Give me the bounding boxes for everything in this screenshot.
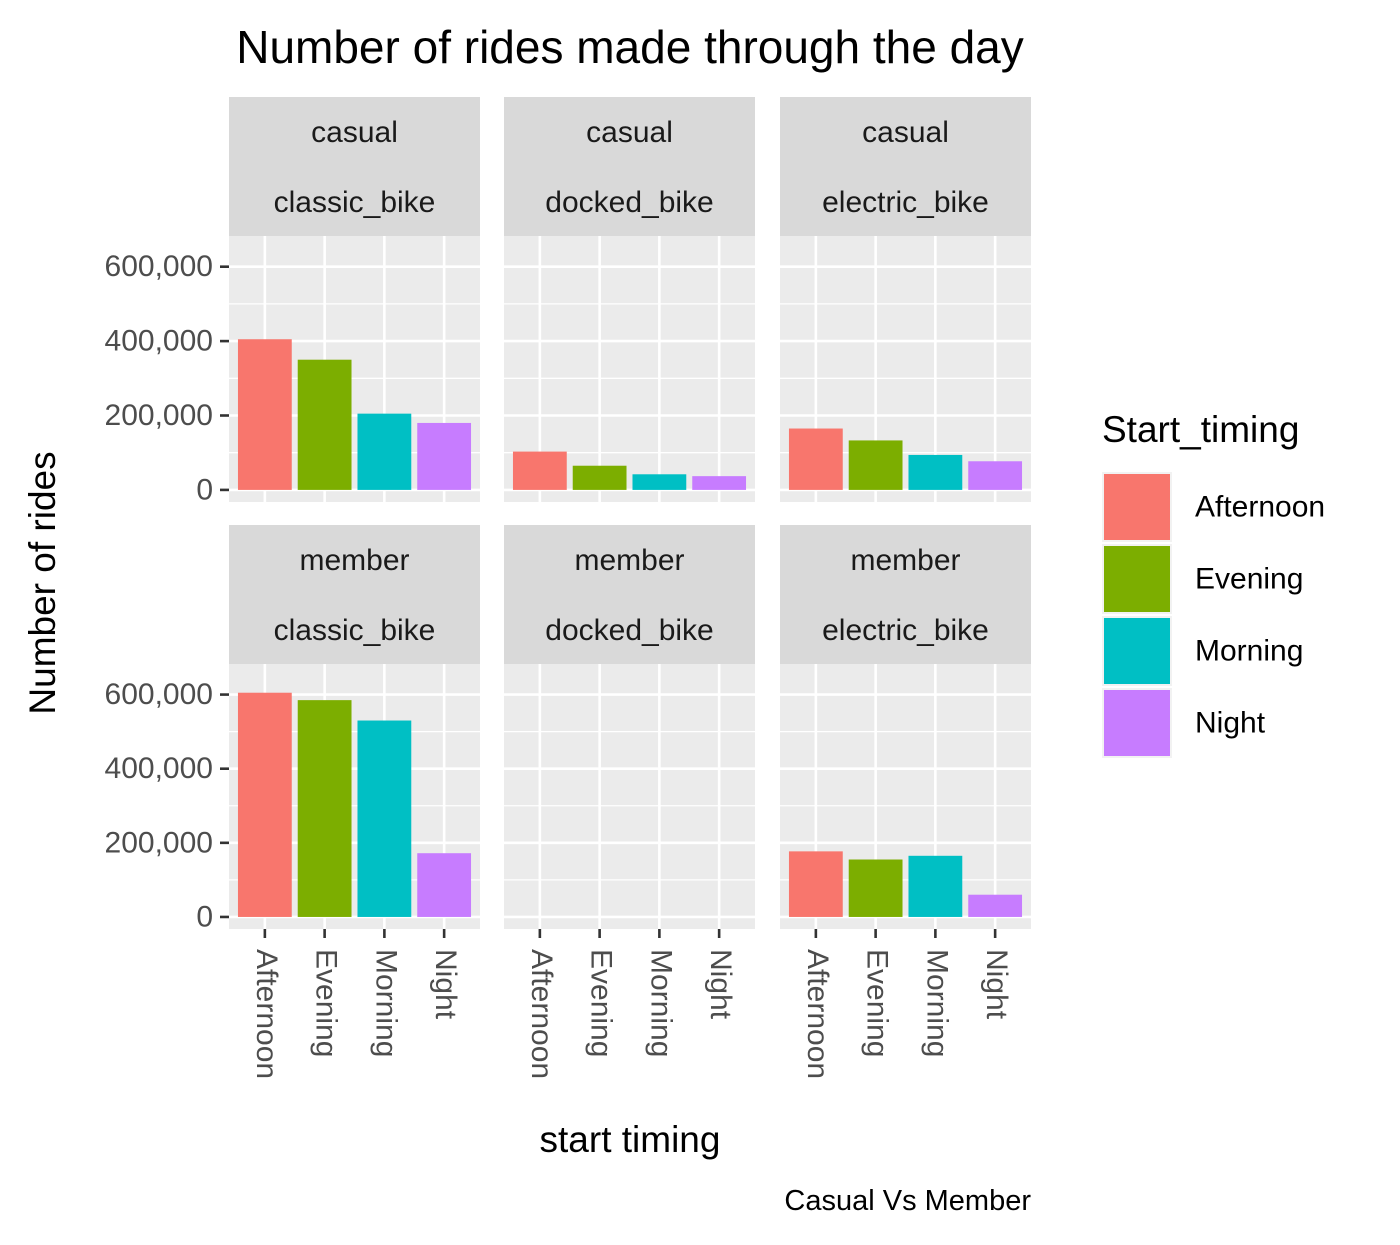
facet-panel: casual electric_bike bbox=[780, 97, 1031, 502]
facet-strip-label-bike-type: classic_bike bbox=[274, 614, 436, 647]
legend-label: Evening bbox=[1195, 563, 1303, 596]
bar-morning bbox=[357, 413, 412, 490]
x-tick-label: Afternoon bbox=[801, 949, 834, 1079]
legend-label: Afternoon bbox=[1195, 491, 1325, 524]
facet-strip bbox=[229, 97, 480, 236]
bar-evening bbox=[848, 859, 903, 917]
facet-strip-label-bike-type: docked_bike bbox=[545, 186, 713, 219]
x-tick-label: Evening bbox=[585, 949, 618, 1057]
x-tick-label: Night bbox=[429, 949, 462, 1020]
bar-evening bbox=[297, 359, 352, 490]
y-tick-label: 600,000 bbox=[105, 678, 213, 711]
facet-strip bbox=[780, 97, 1031, 236]
y-tick-label: 0 bbox=[196, 473, 213, 506]
bar-afternoon bbox=[237, 339, 292, 490]
bar-evening bbox=[297, 700, 352, 917]
facet-strip-label-bike-type: classic_bike bbox=[274, 186, 436, 219]
x-tick-label: Night bbox=[704, 949, 737, 1020]
chart-title: Number of rides made through the day bbox=[236, 21, 1024, 73]
x-tick-label: Evening bbox=[310, 949, 343, 1057]
legend-key-morning bbox=[1104, 618, 1170, 684]
legend-key-night bbox=[1104, 690, 1170, 756]
y-tick-label: 0 bbox=[196, 900, 213, 933]
facet-strip-label-member-type: member bbox=[574, 544, 684, 577]
bar-afternoon bbox=[788, 428, 843, 490]
facet-strip-label-bike-type: docked_bike bbox=[545, 614, 713, 647]
facet-strip-label-bike-type: electric_bike bbox=[822, 614, 989, 647]
y-tick-label: 600,000 bbox=[105, 250, 213, 283]
bar-morning bbox=[908, 855, 963, 917]
x-tick-label: Night bbox=[980, 949, 1013, 1020]
legend: Afternoon Evening Morning Night bbox=[1102, 472, 1325, 758]
y-tick-label: 400,000 bbox=[105, 752, 213, 785]
legend-title: Start_timing bbox=[1102, 409, 1299, 450]
bar-night bbox=[968, 894, 1023, 917]
legend-label: Morning bbox=[1195, 635, 1303, 668]
x-tick-label: Evening bbox=[861, 949, 894, 1057]
facet-strip-label-member-type: member bbox=[850, 544, 960, 577]
facet-panel: member classic_bike Afternoon Evening Mornin… bbox=[105, 525, 480, 1079]
legend-key-evening bbox=[1104, 546, 1170, 612]
bar-afternoon bbox=[237, 692, 292, 917]
facet-panel: member docked_bike Afternoon Evening Morning… bbox=[504, 525, 755, 1079]
bar-night bbox=[417, 422, 472, 490]
facet-strip bbox=[780, 525, 1031, 664]
bar-afternoon bbox=[788, 851, 843, 917]
facet-strip bbox=[504, 97, 755, 236]
legend-key-afternoon bbox=[1104, 474, 1170, 540]
bar-night bbox=[417, 853, 472, 917]
facet-strip bbox=[229, 525, 480, 664]
facet-strip bbox=[504, 525, 755, 664]
facet-strip-label-member-type: casual bbox=[311, 116, 398, 149]
bar-evening bbox=[572, 465, 627, 490]
panel-background bbox=[504, 664, 755, 929]
facet-strip-label-bike-type: electric_bike bbox=[822, 186, 989, 219]
x-tick-label: Morning bbox=[644, 949, 677, 1057]
facet-strip-label-member-type: casual bbox=[586, 116, 673, 149]
x-tick-label: Afternoon bbox=[525, 949, 558, 1079]
bar-morning bbox=[632, 474, 687, 490]
legend-label: Night bbox=[1195, 707, 1266, 740]
bar-afternoon bbox=[512, 451, 567, 490]
facet-strip-label-member-type: casual bbox=[862, 116, 949, 149]
chart-caption: Casual Vs Member bbox=[784, 1185, 1031, 1217]
x-tick-label: Morning bbox=[369, 949, 402, 1057]
bar-morning bbox=[908, 454, 963, 490]
bar-night bbox=[692, 476, 747, 490]
x-tick-label: Afternoon bbox=[250, 949, 283, 1079]
y-axis-label: Number of rides bbox=[22, 451, 63, 714]
y-tick-label: 200,000 bbox=[105, 826, 213, 859]
panels-layer: casual classic_bike 0 200,000 400,000 600,000… bbox=[105, 97, 1031, 1079]
y-tick-label: 400,000 bbox=[105, 325, 213, 358]
facet-panel: casual docked_bike bbox=[504, 97, 755, 502]
facet-panel: member electric_bike Afternoon Evening Morni… bbox=[780, 525, 1031, 1079]
facet-panel: casual classic_bike 0 200,000 400,000 600,000 bbox=[105, 97, 480, 506]
bar-night bbox=[968, 461, 1023, 490]
x-axis-label: start timing bbox=[540, 1119, 721, 1160]
bar-morning bbox=[357, 720, 412, 917]
bar-evening bbox=[848, 440, 903, 490]
facet-strip-label-member-type: member bbox=[299, 544, 409, 577]
x-tick-label: Morning bbox=[920, 949, 953, 1057]
y-tick-label: 200,000 bbox=[105, 399, 213, 432]
